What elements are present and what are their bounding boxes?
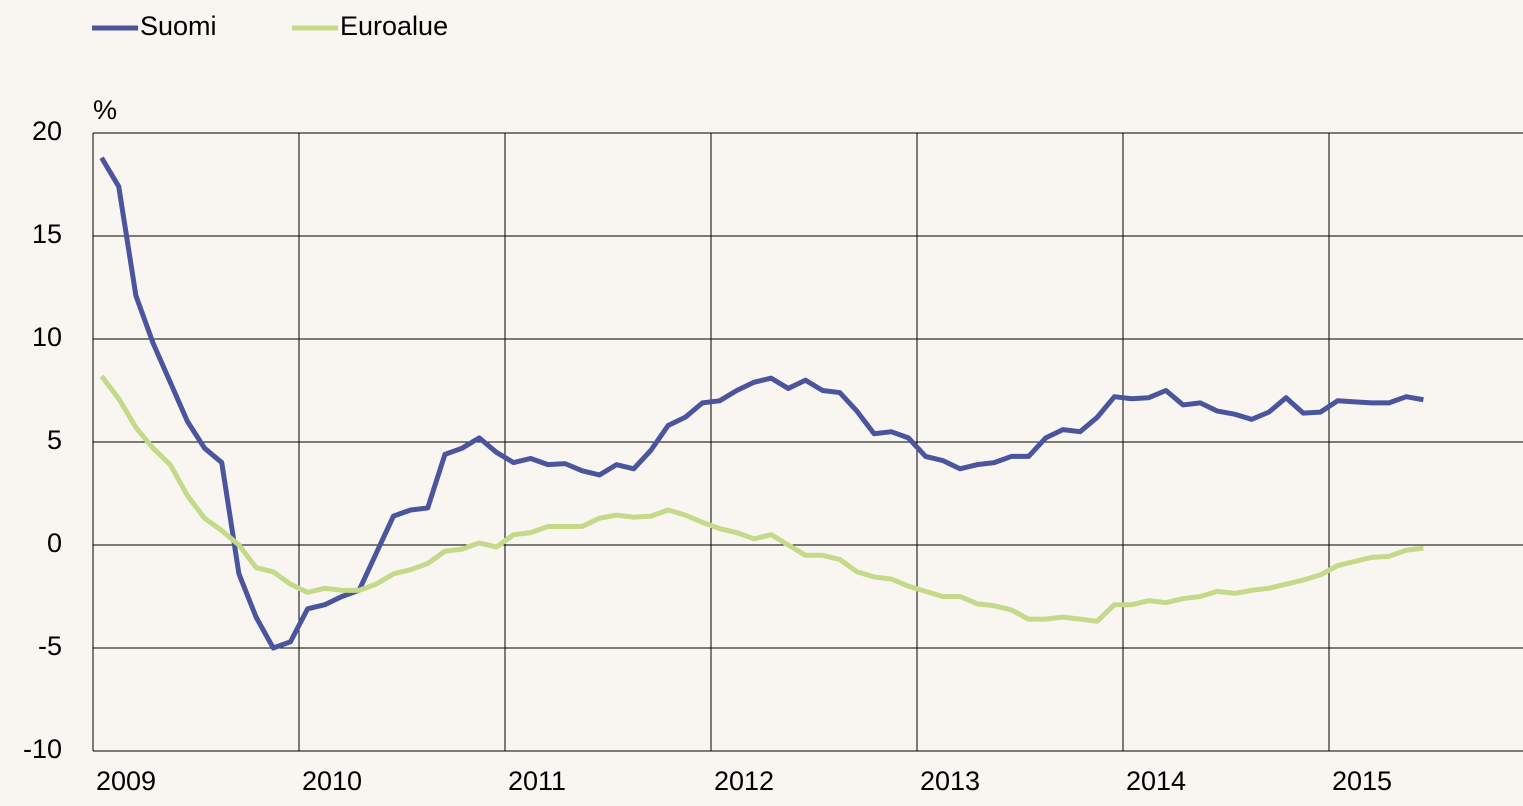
y-tick-label: 20: [32, 116, 62, 146]
x-tick-label: 2011: [508, 766, 566, 796]
y-tick-label: -10: [23, 734, 62, 764]
y-tick-label: 0: [47, 528, 62, 558]
y-tick-label: 10: [32, 322, 62, 352]
legend-label: Suomi: [140, 11, 217, 41]
y-tick-label: 15: [32, 219, 62, 249]
line-series: [99, 156, 1424, 651]
x-tick-label: 2009: [96, 766, 156, 796]
x-tick-label: 2015: [1332, 766, 1392, 796]
legend-label: Euroalue: [340, 11, 448, 41]
x-tick-label: 2010: [302, 766, 362, 796]
line-series: [99, 374, 1424, 624]
x-tick-label: 2014: [1126, 766, 1186, 796]
x-tick-label: 2013: [920, 766, 980, 796]
x-tick-label: 2012: [714, 766, 774, 796]
y-tick-label: 5: [47, 425, 62, 455]
y-tick-label: -5: [38, 631, 62, 661]
y-axis-label: %: [93, 95, 117, 125]
